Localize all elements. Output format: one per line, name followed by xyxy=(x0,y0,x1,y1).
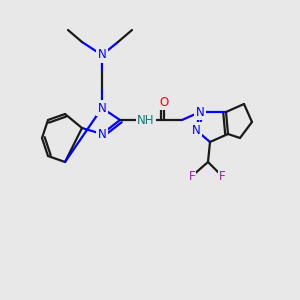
Text: N: N xyxy=(98,101,106,115)
Text: NH: NH xyxy=(137,113,155,127)
Text: N: N xyxy=(98,128,106,140)
Text: F: F xyxy=(189,169,195,182)
Text: F: F xyxy=(219,169,225,182)
Text: O: O xyxy=(159,95,169,109)
Text: N: N xyxy=(98,49,106,62)
Text: N: N xyxy=(192,124,200,136)
Text: N: N xyxy=(196,106,204,118)
